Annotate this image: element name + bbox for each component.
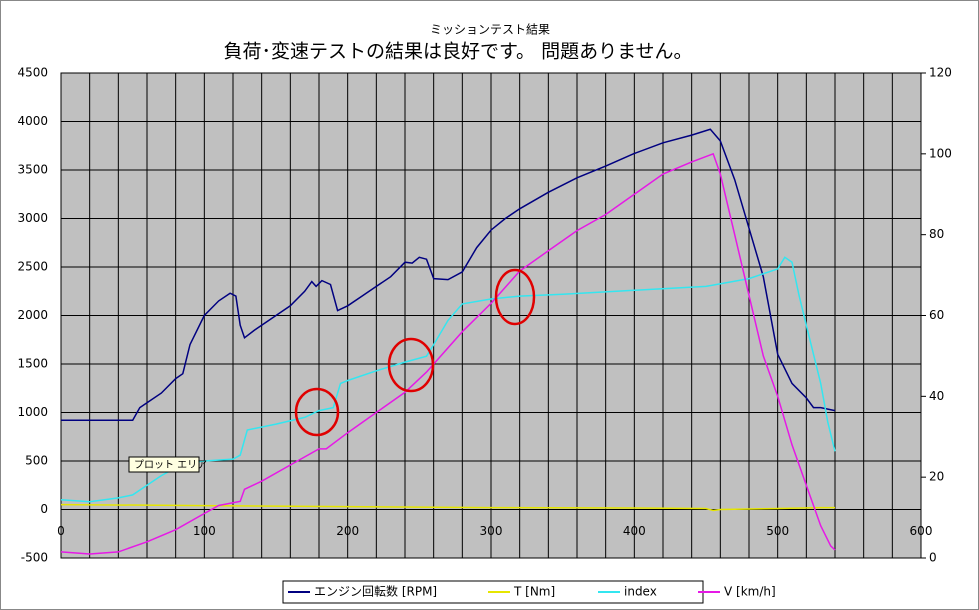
y2-tick-label: 0 bbox=[929, 551, 937, 565]
series-line bbox=[61, 128, 836, 422]
legend-label: T [Nm] bbox=[513, 585, 555, 599]
plot-area bbox=[60, 72, 922, 559]
y2-tick-label: 120 bbox=[929, 66, 952, 80]
tooltip-text: プロット エリア bbox=[134, 459, 207, 471]
legend-label: エンジン回転数 [RPM] bbox=[314, 584, 437, 599]
y-tick-label: 2000 bbox=[17, 308, 48, 322]
highlight-circle bbox=[387, 337, 435, 393]
series-line bbox=[60, 152, 836, 555]
y-tick-label: 3500 bbox=[17, 163, 48, 177]
y2-tick-label: 40 bbox=[929, 389, 944, 403]
y2-tick-label: 20 bbox=[929, 470, 944, 484]
series-line bbox=[60, 503, 835, 512]
x-tick-label: 200 bbox=[336, 524, 359, 538]
y-tick-label: -500 bbox=[21, 551, 48, 565]
y-tick-label: 1000 bbox=[17, 405, 48, 419]
legend-label: V [km/h] bbox=[724, 585, 776, 599]
x-tick-label: 400 bbox=[623, 524, 646, 538]
highlight-circle bbox=[294, 387, 340, 437]
x-tick-label: 0 bbox=[57, 524, 65, 538]
y2-tick-label: 100 bbox=[929, 146, 952, 160]
x-tick-label: 600 bbox=[910, 524, 933, 538]
highlight-circle bbox=[494, 268, 536, 326]
y-tick-label: 3000 bbox=[17, 211, 48, 225]
y-tick-label: 4000 bbox=[17, 114, 48, 128]
y-tick-label: 0 bbox=[40, 502, 48, 516]
y2-tick-label: 60 bbox=[929, 308, 944, 322]
tooltip-box bbox=[128, 456, 200, 473]
y-tick-label: 4500 bbox=[17, 66, 48, 80]
chart-subtitle: 負荷･変速テストの結果は良好です。 問題ありません。 bbox=[223, 41, 692, 63]
x-tick-label: 500 bbox=[766, 524, 789, 538]
x-tick-label: 300 bbox=[480, 524, 503, 538]
annotations bbox=[294, 268, 536, 437]
y-tick-label: 1500 bbox=[17, 357, 48, 371]
y2-tick-label: 80 bbox=[929, 227, 944, 241]
chart-title: ミッションテスト結果 bbox=[430, 23, 550, 37]
x-tick-label: 100 bbox=[193, 524, 216, 538]
y-tick-label: 2500 bbox=[17, 260, 48, 274]
legend: エンジン回転数 [RPM] T [Nm] index V [km/h] bbox=[288, 584, 776, 599]
y-tick-label: 500 bbox=[25, 454, 48, 468]
legend-label: index bbox=[624, 585, 657, 599]
